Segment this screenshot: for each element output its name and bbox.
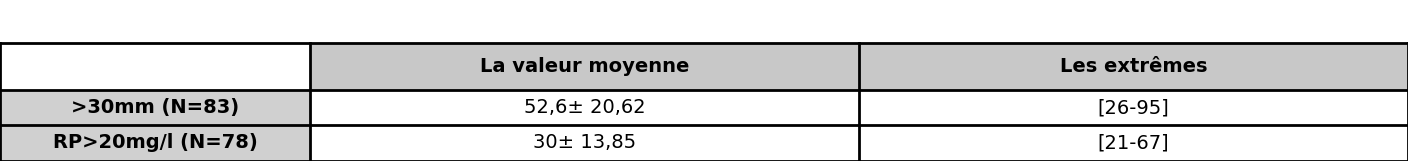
Bar — [859, 43, 1408, 90]
Text: [21-67]: [21-67] — [1098, 133, 1169, 152]
Bar — [0, 43, 310, 90]
Bar — [310, 90, 859, 125]
Bar — [310, 43, 859, 90]
Text: 30± 13,85: 30± 13,85 — [532, 133, 636, 152]
Bar — [310, 125, 859, 161]
Text: >30mm (N=83): >30mm (N=83) — [70, 98, 239, 117]
Bar — [859, 90, 1408, 125]
Bar — [0, 90, 310, 125]
Text: 52,6± 20,62: 52,6± 20,62 — [524, 98, 645, 117]
Text: RP>20mg/l (N=78): RP>20mg/l (N=78) — [52, 133, 258, 152]
Bar — [0, 125, 310, 161]
Bar — [0, 0, 310, 43]
Text: Les extrêmes: Les extrêmes — [1060, 57, 1207, 76]
Bar — [859, 125, 1408, 161]
Text: La valeur moyenne: La valeur moyenne — [480, 57, 689, 76]
Text: [26-95]: [26-95] — [1098, 98, 1169, 117]
